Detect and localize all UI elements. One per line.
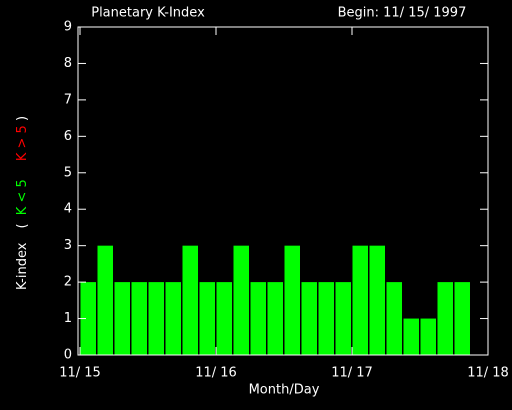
bar — [267, 282, 283, 355]
y-tick-label: 3 — [64, 238, 72, 253]
bar — [386, 282, 402, 355]
bar — [420, 318, 436, 355]
y-tick-label: 6 — [64, 129, 72, 144]
bar — [352, 245, 368, 355]
x-tick-label: 11/ 17 — [331, 366, 373, 381]
y-tick-label: 2 — [64, 275, 72, 290]
legend-entry: K < 5 — [15, 179, 30, 215]
x-axis-label: Month/Day — [249, 383, 320, 398]
bar — [318, 282, 334, 355]
y-axis-label: K-index ( K < 5 K > 5 ) — [15, 116, 30, 290]
bar — [284, 245, 300, 355]
bar — [131, 282, 147, 355]
y-tick-label: 4 — [64, 202, 72, 217]
bar — [233, 245, 249, 355]
bar — [80, 282, 96, 355]
bar — [301, 282, 317, 355]
y-tick-label: 7 — [64, 92, 72, 107]
chart-subtitle: Begin: 11/ 15/ 1997 — [338, 6, 467, 21]
bar — [199, 282, 215, 355]
chart-title: Planetary K-Index — [91, 6, 205, 21]
y-tick-label: 8 — [64, 56, 72, 71]
bar — [97, 245, 113, 355]
bar — [182, 245, 198, 355]
bar — [437, 282, 453, 355]
plot-frame — [77, 26, 489, 356]
bar — [250, 282, 266, 355]
y-tick-label: 5 — [64, 165, 72, 180]
x-tick-label: 11/ 15 — [59, 366, 101, 381]
bar — [165, 282, 181, 355]
y-label-text: K-index — [15, 242, 30, 290]
x-tick-label: 11/ 18 — [467, 366, 509, 381]
bar — [114, 282, 130, 355]
bar — [216, 282, 232, 355]
legend-entry: K > 5 — [15, 125, 30, 161]
y-label-open: ( — [15, 223, 30, 228]
y-tick-label: 9 — [64, 20, 72, 35]
y-tick-label: 0 — [64, 348, 72, 363]
y-tick-label: 1 — [64, 311, 72, 326]
bar — [403, 318, 419, 355]
y-label-close: ) — [15, 116, 30, 121]
bar — [369, 245, 385, 355]
x-tick-label: 11/ 16 — [195, 366, 237, 381]
bar — [335, 282, 351, 355]
bar — [148, 282, 164, 355]
bar — [454, 282, 470, 355]
